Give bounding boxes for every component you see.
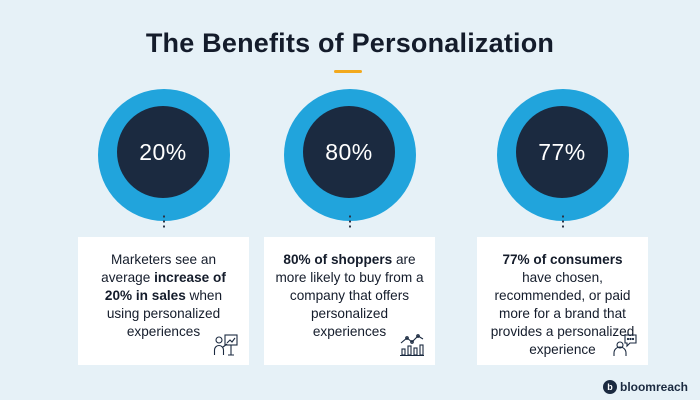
stat-value-2: 80% [303, 106, 395, 198]
stat-card-3: 77% of consumers have chosen, recommende… [477, 237, 648, 365]
stat-card-1: Marketers see an average increase of 20%… [78, 237, 249, 365]
person-chat-icon [613, 334, 637, 356]
stat-circle-2: 80% [284, 89, 416, 221]
title-underline [334, 70, 362, 73]
dotted-connector-2 [349, 214, 351, 228]
stat-value-1: 20% [117, 106, 209, 198]
stat-value-3: 77% [516, 106, 608, 198]
bloomreach-logo-icon: b [602, 380, 617, 394]
brand-logo: b bloomreach [602, 380, 688, 394]
stat-circle-3: 77% [497, 89, 629, 221]
page-title: The Benefits of Personalization [145, 28, 555, 58]
line-bar-chart-icon [400, 334, 424, 357]
brand-name: bloomreach [619, 380, 688, 394]
stat-circle-1: 20% [98, 89, 230, 221]
stat-text-3: 77% of consumers have chosen, recommende… [490, 252, 635, 357]
dotted-connector-1 [163, 214, 165, 228]
presenter-chart-icon [213, 334, 238, 356]
stat-text-1: Marketers see an average increase of 20%… [101, 252, 226, 339]
dotted-connector-3 [562, 214, 564, 228]
stat-text-2: 80% of shoppers are more likely to buy f… [275, 252, 424, 339]
stat-card-2: 80% of shoppers are more likely to buy f… [264, 237, 435, 365]
